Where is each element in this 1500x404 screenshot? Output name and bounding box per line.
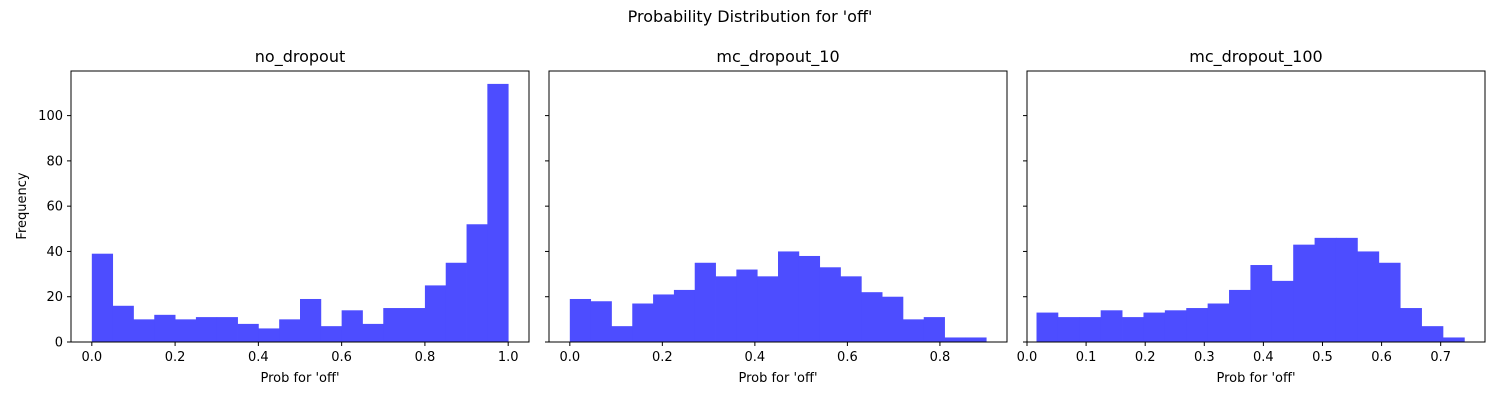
histogram-bar bbox=[466, 224, 488, 342]
x-tick-label: 0.1 bbox=[1076, 350, 1097, 365]
x-tick-label: 0.2 bbox=[1135, 350, 1156, 365]
histogram-bar bbox=[1079, 317, 1102, 342]
x-tick-label: 1.0 bbox=[498, 350, 519, 365]
histogram-bar bbox=[1378, 262, 1401, 342]
subplot-title: mc_dropout_100 bbox=[1189, 47, 1322, 67]
histogram-bar bbox=[902, 319, 925, 342]
x-tick-label: 0.0 bbox=[1017, 350, 1038, 365]
x-axis-label: Prob for 'off' bbox=[738, 371, 817, 386]
x-axis-label: Prob for 'off' bbox=[260, 371, 339, 386]
histogram-bar bbox=[1186, 308, 1209, 342]
histogram-bar bbox=[1400, 308, 1422, 342]
histogram-bar bbox=[216, 317, 238, 342]
histogram-bar bbox=[195, 317, 218, 342]
x-tick-label: 0.8 bbox=[930, 350, 951, 365]
x-tick-label: 0.2 bbox=[165, 350, 186, 365]
histogram-bar bbox=[133, 319, 155, 342]
histogram-bar bbox=[757, 276, 779, 342]
histogram-bar bbox=[300, 298, 322, 342]
y-tick-label: 0 bbox=[55, 336, 63, 351]
histogram-bar bbox=[1122, 317, 1144, 342]
x-tick-label: 0.2 bbox=[652, 350, 673, 365]
histogram-bar bbox=[1271, 280, 1294, 342]
histogram-bar bbox=[445, 262, 467, 342]
x-tick-label: 0.7 bbox=[1430, 350, 1451, 365]
x-axis-label: Prob for 'off' bbox=[1216, 371, 1295, 386]
subplot-mc-dropout-10: 0.0 0.2 0.4 0.6 0.8 mc_dropout_10 Prob for 'of… bbox=[545, 47, 1008, 386]
histogram-bar bbox=[632, 303, 654, 342]
x-tick-label: 0.6 bbox=[837, 350, 858, 365]
y-tick-label: 60 bbox=[46, 200, 63, 215]
histogram-bar bbox=[1100, 310, 1123, 342]
subplot-no-dropout: 0.0 0.2 0.4 0.6 0.8 1.0 0 20 40 60 80 100 no_dropout… bbox=[38, 47, 530, 386]
x-tick-label: 0.0 bbox=[559, 350, 580, 365]
histogram-bar bbox=[1036, 312, 1059, 342]
x-tick-label: 0.6 bbox=[331, 350, 352, 365]
histogram-bar bbox=[715, 276, 737, 342]
x-tick-label: 0.4 bbox=[1253, 350, 1274, 365]
figure-title: Probability Distribution for 'off' bbox=[628, 7, 873, 26]
x-tick-label: 0.6 bbox=[1371, 350, 1392, 365]
histogram-bar bbox=[1293, 244, 1315, 342]
x-tick-label: 0.0 bbox=[81, 350, 102, 365]
histogram-bar bbox=[258, 328, 280, 342]
histogram-bar bbox=[798, 255, 821, 342]
histogram-bar bbox=[1143, 312, 1166, 342]
histogram-bar bbox=[112, 305, 134, 342]
histogram-bar bbox=[424, 285, 447, 342]
subplot-mc-dropout-100: 0.0 0.1 0.2 0.3 0.4 0.5 0.6 0.7 mc_dropout_100 Pr… bbox=[1017, 47, 1486, 386]
histogram-bar bbox=[1250, 265, 1273, 342]
x-tick-label: 0.5 bbox=[1312, 350, 1333, 365]
subplot-title: no_dropout bbox=[255, 47, 345, 67]
histogram-bar bbox=[279, 319, 301, 342]
histogram-bar bbox=[1421, 326, 1444, 342]
histogram-bar bbox=[736, 269, 758, 342]
y-axis-label: Frequency bbox=[15, 172, 30, 239]
y-tick-label: 80 bbox=[46, 154, 63, 169]
histogram-bar bbox=[341, 310, 363, 342]
histogram-bar bbox=[569, 298, 592, 342]
histogram-bar bbox=[320, 326, 343, 342]
histogram-bar bbox=[861, 292, 883, 342]
histogram-bar bbox=[840, 276, 862, 342]
histogram-bar bbox=[91, 253, 114, 342]
x-tick-label: 0.8 bbox=[415, 350, 436, 365]
histogram-bar bbox=[694, 262, 716, 342]
histogram-bar bbox=[653, 294, 675, 342]
subplots: 0.0 0.2 0.4 0.6 0.8 1.0 0 20 40 60 80 100 no_dropout… bbox=[38, 47, 1486, 386]
histogram-bar bbox=[1057, 317, 1080, 342]
x-tick-label: 0.4 bbox=[248, 350, 269, 365]
histogram-bar bbox=[778, 251, 800, 342]
histogram-bar bbox=[1314, 237, 1337, 342]
histogram-bar bbox=[1164, 310, 1187, 342]
y-tick-label: 100 bbox=[38, 109, 63, 124]
x-tick-label: 0.4 bbox=[745, 350, 766, 365]
histogram-bar bbox=[487, 83, 509, 343]
histogram-bar bbox=[383, 308, 405, 342]
subplot-title: mc_dropout_10 bbox=[716, 47, 839, 67]
histogram-bar bbox=[1357, 251, 1380, 342]
histogram-bar bbox=[1442, 337, 1465, 342]
histogram-bar bbox=[673, 289, 696, 342]
histogram-bar bbox=[819, 267, 841, 342]
histogram-bar bbox=[175, 319, 197, 342]
histogram-bar bbox=[923, 317, 945, 342]
y-tick-label: 40 bbox=[46, 245, 63, 260]
histogram-bar bbox=[1229, 289, 1251, 342]
x-tick-label: 0.3 bbox=[1194, 350, 1215, 365]
histogram-bar bbox=[237, 323, 259, 342]
y-tick-label: 20 bbox=[46, 290, 63, 305]
histogram-bar bbox=[1207, 303, 1230, 342]
histogram-bar bbox=[154, 314, 176, 342]
histogram-bar bbox=[611, 326, 633, 342]
histogram-bar bbox=[1335, 237, 1358, 342]
histogram-bar bbox=[590, 301, 612, 342]
histogram-bar bbox=[362, 323, 384, 342]
histogram-bar bbox=[944, 337, 966, 342]
histogram-bar bbox=[882, 296, 904, 342]
histogram-bar bbox=[404, 308, 426, 342]
histogram-bar bbox=[965, 337, 987, 342]
